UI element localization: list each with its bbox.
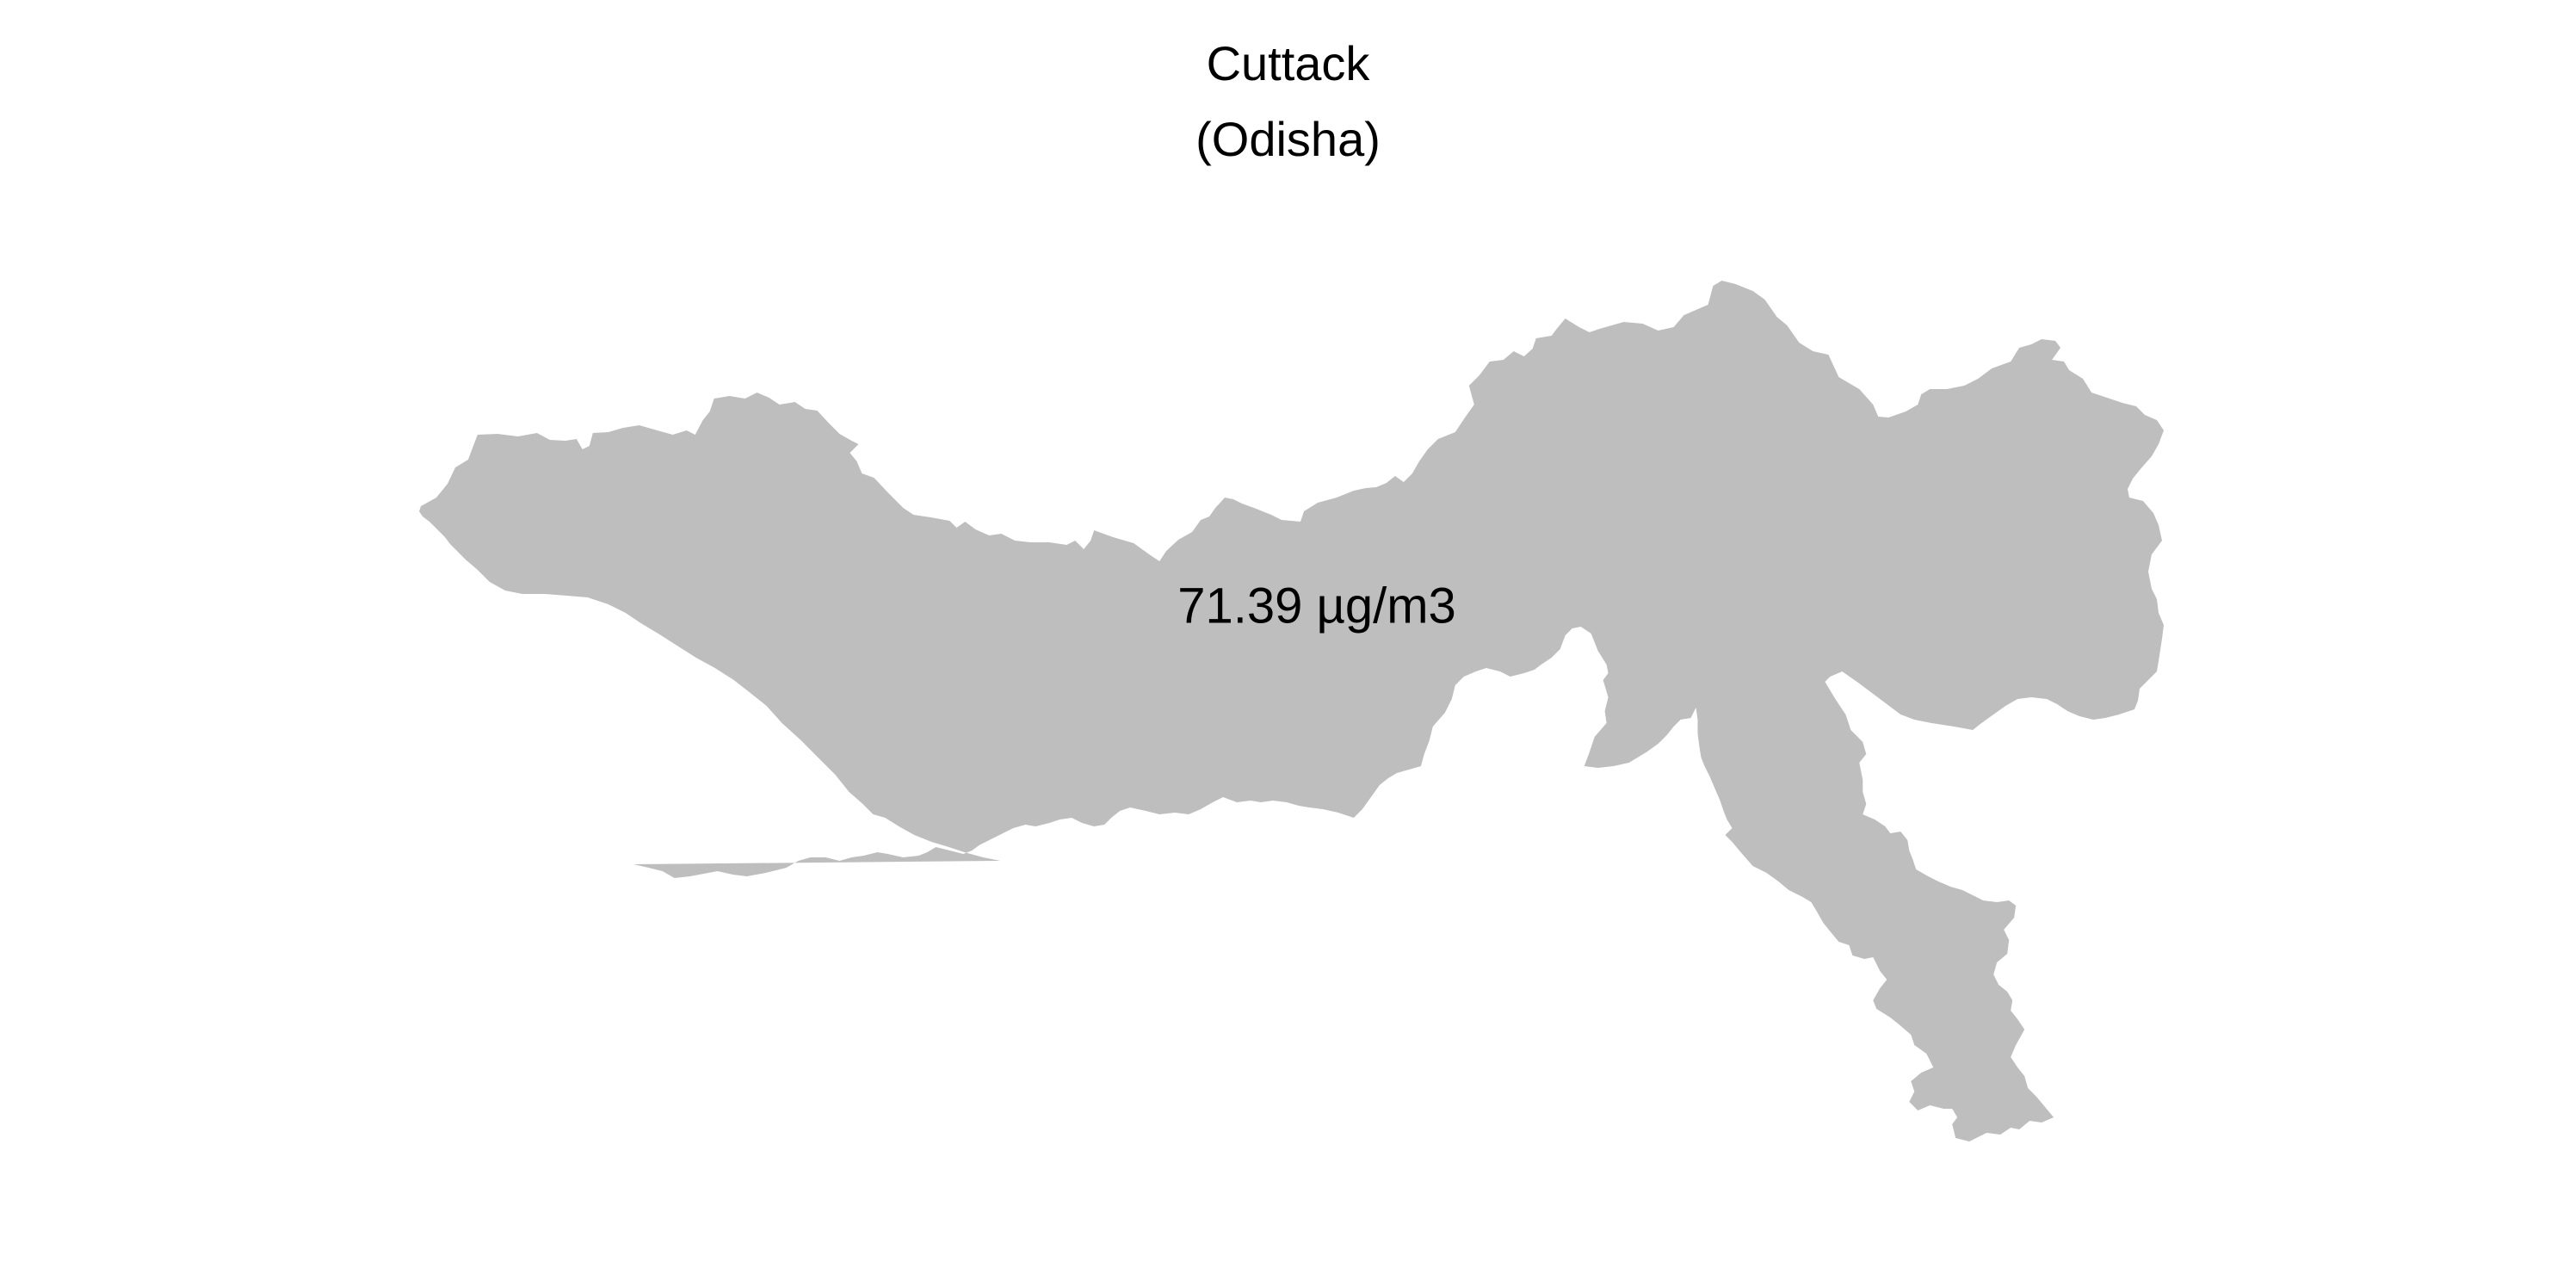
map-subtitle: (Odisha)	[1195, 112, 1381, 166]
pollution-value-label: 71.39 µg/m3	[1177, 578, 1456, 634]
map-title: Cuttack	[1206, 36, 1370, 90]
district-boundary-cuttack	[419, 281, 2164, 1141]
